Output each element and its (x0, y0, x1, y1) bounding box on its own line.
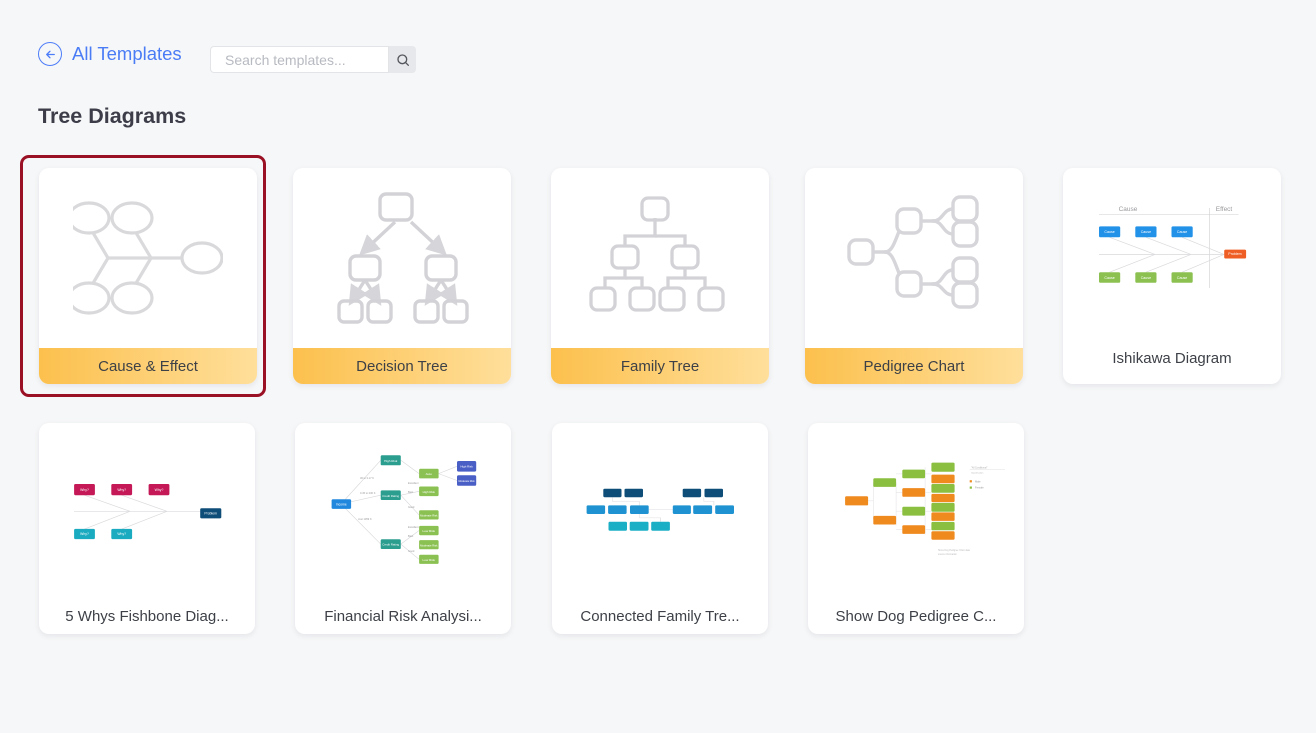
svg-text:Female: Female (975, 486, 984, 490)
svg-text:Effect: Effect (1216, 206, 1233, 213)
svg-text:Best: Best (408, 534, 413, 538)
svg-text:30 to 3.17 K: 30 to 3.17 K (360, 476, 374, 480)
svg-text:Why?: Why? (80, 532, 89, 536)
svg-text:Good: Good (408, 505, 415, 509)
svg-text:Cause: Cause (1141, 230, 1151, 234)
svg-text:Income: Income (336, 503, 347, 507)
svg-text:Why?: Why? (117, 488, 126, 492)
svg-text:Excellent: Excellent (408, 481, 419, 485)
svg-text:Auto: Auto (426, 472, 433, 476)
svg-text:Moderate Risk: Moderate Risk (420, 514, 438, 518)
svg-text:Cause: Cause (1104, 230, 1114, 234)
svg-text:High Risk: High Risk (384, 459, 398, 463)
svg-text:Just 1059 K: Just 1059 K (358, 517, 372, 521)
svg-text:Problem: Problem (1228, 252, 1241, 256)
svg-text:High Risk: High Risk (423, 490, 436, 494)
svg-text:Problem: Problem (204, 512, 217, 516)
svg-text:Cause: Cause (1177, 230, 1187, 234)
svg-text:Low Risk: Low Risk (423, 529, 436, 533)
svg-text:Why?: Why? (117, 532, 126, 536)
svg-text:Classification: Classification (971, 472, 984, 475)
svg-text:Why?: Why? (80, 488, 89, 492)
svg-text:Low Risk: Low Risk (423, 558, 436, 562)
svg-text:0.45 to 230 K: 0.45 to 230 K (360, 491, 376, 495)
svg-text:Cause: Cause (1119, 206, 1138, 213)
svg-text:Cause: Cause (1177, 276, 1187, 280)
svg-text:Cause: Cause (1141, 276, 1151, 280)
svg-text:Excellent: Excellent (408, 525, 419, 529)
svg-text:Cause: Cause (1104, 276, 1114, 280)
svg-text:source information: source information (938, 553, 958, 556)
svg-text:High Risk: High Risk (460, 465, 473, 469)
svg-text:Why?: Why? (155, 488, 164, 492)
svg-text:Good: Good (408, 549, 415, 553)
svg-text:Moderate Risk: Moderate Risk (459, 480, 476, 483)
svg-text:Male: Male (975, 479, 981, 483)
svg-text:Best: Best (408, 490, 413, 494)
svg-text:"All Conditional": "All Conditional" (971, 467, 987, 470)
svg-text:Credit Rating: Credit Rating (382, 494, 399, 498)
svg-text:Show Dog Pedigree Chart data: Show Dog Pedigree Chart data (938, 549, 971, 552)
svg-text:Credit Rating: Credit Rating (382, 543, 399, 547)
svg-text:Moderate Risk: Moderate Risk (420, 543, 438, 547)
